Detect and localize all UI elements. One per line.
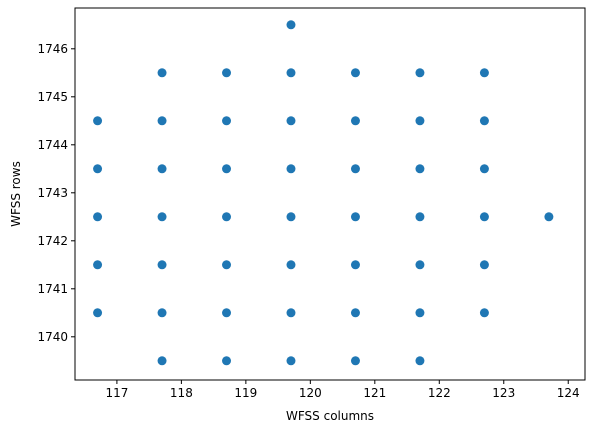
point <box>350 68 360 78</box>
point <box>93 212 103 222</box>
point <box>286 20 296 30</box>
point <box>157 68 167 78</box>
point <box>222 68 232 78</box>
point <box>286 212 296 222</box>
point <box>157 116 167 126</box>
point <box>157 164 167 174</box>
point <box>479 116 489 126</box>
point <box>222 356 232 366</box>
point <box>286 164 296 174</box>
y-tick-label: 1746 <box>37 42 68 56</box>
point <box>157 308 167 318</box>
point <box>415 308 425 318</box>
x-tick-label: 121 <box>363 386 386 400</box>
point <box>93 116 103 126</box>
point <box>286 308 296 318</box>
point <box>222 308 232 318</box>
point <box>350 116 360 126</box>
point <box>479 260 489 270</box>
point <box>222 260 232 270</box>
point <box>286 116 296 126</box>
x-tick-label: 120 <box>299 386 322 400</box>
y-axis-label: WFSS rows <box>9 161 23 227</box>
x-tick-label: 117 <box>105 386 128 400</box>
point <box>157 212 167 222</box>
point <box>222 116 232 126</box>
point <box>350 308 360 318</box>
y-tick-label: 1742 <box>37 234 68 248</box>
point <box>93 164 103 174</box>
x-tick-label: 123 <box>492 386 515 400</box>
x-tick-label: 119 <box>234 386 257 400</box>
point <box>157 260 167 270</box>
point <box>222 212 232 222</box>
point <box>479 212 489 222</box>
plot-frame <box>74 7 586 381</box>
y-tick-label: 1743 <box>37 186 68 200</box>
point <box>415 164 425 174</box>
y-tick-label: 1745 <box>37 90 68 104</box>
x-tick-label: 122 <box>428 386 451 400</box>
y-tick-label: 1740 <box>37 330 68 344</box>
point <box>157 356 167 366</box>
x-tick-label: 124 <box>557 386 580 400</box>
point <box>350 356 360 366</box>
x-tick-label: 118 <box>170 386 193 400</box>
y-tick-label: 1741 <box>37 282 68 296</box>
point <box>479 164 489 174</box>
point <box>479 308 489 318</box>
point <box>286 356 296 366</box>
point <box>350 212 360 222</box>
y-tick-label: 1744 <box>37 138 68 152</box>
point <box>415 116 425 126</box>
point <box>93 260 103 270</box>
point <box>415 260 425 270</box>
point <box>222 164 232 174</box>
point <box>286 68 296 78</box>
point <box>415 68 425 78</box>
point <box>415 356 425 366</box>
point <box>350 164 360 174</box>
point <box>93 308 103 318</box>
point <box>286 260 296 270</box>
point <box>544 212 554 222</box>
x-axis-label: WFSS columns <box>286 409 374 423</box>
point <box>350 260 360 270</box>
point <box>479 68 489 78</box>
point <box>415 212 425 222</box>
